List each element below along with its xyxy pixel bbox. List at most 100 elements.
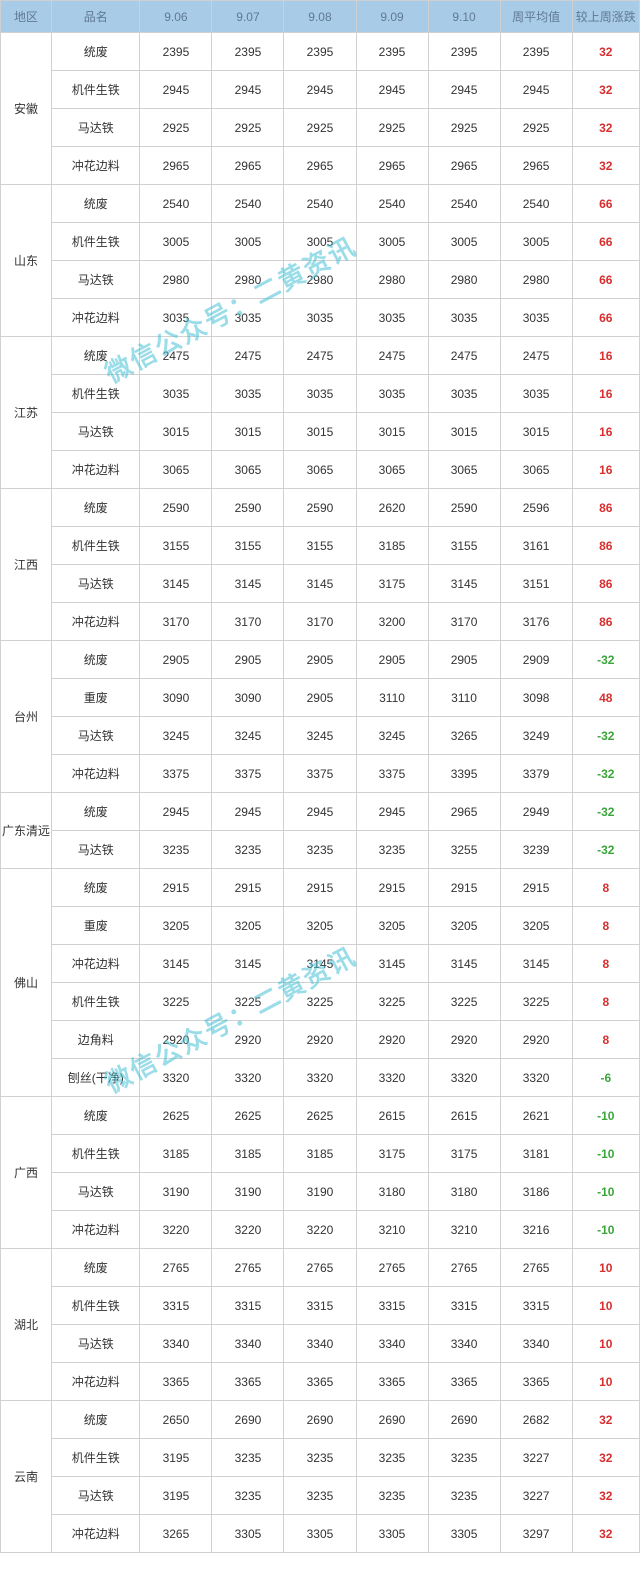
value-cell: 3175 — [356, 565, 428, 603]
avg-cell: 3340 — [500, 1325, 572, 1363]
table-row: 机件生铁318531853185317531753181-10 — [1, 1135, 640, 1173]
value-cell: 3035 — [356, 299, 428, 337]
value-cell: 3315 — [428, 1287, 500, 1325]
table-row: 机件生铁31953235323532353235322732 — [1, 1439, 640, 1477]
value-cell: 3035 — [356, 375, 428, 413]
change-cell: 8 — [572, 983, 639, 1021]
item-cell: 统废 — [52, 1401, 140, 1439]
value-cell: 3145 — [428, 945, 500, 983]
item-cell: 马达铁 — [52, 1477, 140, 1515]
item-cell: 冲花边料 — [52, 1211, 140, 1249]
table-row: 边角料2920292029202920292029208 — [1, 1021, 640, 1059]
value-cell: 3315 — [356, 1287, 428, 1325]
value-cell: 2915 — [356, 869, 428, 907]
table-row: 机件生铁31553155315531853155316186 — [1, 527, 640, 565]
avg-cell: 3176 — [500, 603, 572, 641]
table-row: 冲花边料32653305330533053305329732 — [1, 1515, 640, 1553]
value-cell: 2475 — [284, 337, 356, 375]
item-cell: 统废 — [52, 1097, 140, 1135]
value-cell: 3145 — [284, 565, 356, 603]
change-cell: 8 — [572, 907, 639, 945]
value-cell: 2620 — [356, 489, 428, 527]
item-cell: 统废 — [52, 489, 140, 527]
region-cell: 山东 — [1, 185, 52, 337]
item-cell: 统废 — [52, 33, 140, 71]
table-row: 台州统废290529052905290529052909-32 — [1, 641, 640, 679]
header-cell: 9.09 — [356, 1, 428, 33]
value-cell: 2915 — [284, 869, 356, 907]
value-cell: 3185 — [212, 1135, 284, 1173]
value-cell: 2920 — [140, 1021, 212, 1059]
avg-cell: 3297 — [500, 1515, 572, 1553]
table-row: 江苏统废24752475247524752475247516 — [1, 337, 640, 375]
value-cell: 2980 — [284, 261, 356, 299]
value-cell: 2965 — [428, 147, 500, 185]
value-cell: 3265 — [140, 1515, 212, 1553]
value-cell: 3015 — [284, 413, 356, 451]
value-cell: 3235 — [212, 1439, 284, 1477]
value-cell: 2475 — [356, 337, 428, 375]
change-cell: 32 — [572, 1515, 639, 1553]
value-cell: 3225 — [284, 983, 356, 1021]
value-cell: 3225 — [140, 983, 212, 1021]
change-cell: 66 — [572, 299, 639, 337]
avg-cell: 2596 — [500, 489, 572, 527]
value-cell: 3340 — [284, 1325, 356, 1363]
value-cell: 3245 — [140, 717, 212, 755]
avg-cell: 3225 — [500, 983, 572, 1021]
item-cell: 机件生铁 — [52, 1439, 140, 1477]
item-cell: 马达铁 — [52, 109, 140, 147]
value-cell: 2965 — [356, 147, 428, 185]
item-cell: 统废 — [52, 869, 140, 907]
value-cell: 3340 — [140, 1325, 212, 1363]
item-cell: 机件生铁 — [52, 527, 140, 565]
item-cell: 马达铁 — [52, 261, 140, 299]
change-cell: 86 — [572, 527, 639, 565]
value-cell: 2965 — [212, 147, 284, 185]
value-cell: 3035 — [428, 299, 500, 337]
table-row: 马达铁324532453245324532653249-32 — [1, 717, 640, 755]
region-cell: 安徽 — [1, 33, 52, 185]
value-cell: 3205 — [140, 907, 212, 945]
value-cell: 3110 — [428, 679, 500, 717]
value-cell: 2690 — [212, 1401, 284, 1439]
table-row: 冲花边料322032203220321032103216-10 — [1, 1211, 640, 1249]
change-cell: -32 — [572, 793, 639, 831]
value-cell: 2590 — [428, 489, 500, 527]
change-cell: 66 — [572, 261, 639, 299]
avg-cell: 3216 — [500, 1211, 572, 1249]
value-cell: 2540 — [284, 185, 356, 223]
value-cell: 3225 — [212, 983, 284, 1021]
value-cell: 2925 — [140, 109, 212, 147]
value-cell: 3005 — [140, 223, 212, 261]
avg-cell: 3161 — [500, 527, 572, 565]
table-row: 机件生铁30053005300530053005300566 — [1, 223, 640, 261]
value-cell: 2615 — [428, 1097, 500, 1135]
item-cell: 马达铁 — [52, 717, 140, 755]
value-cell: 3145 — [284, 945, 356, 983]
value-cell: 3205 — [356, 907, 428, 945]
value-cell: 3110 — [356, 679, 428, 717]
change-cell: 86 — [572, 603, 639, 641]
change-cell: -10 — [572, 1097, 639, 1135]
value-cell: 3190 — [140, 1173, 212, 1211]
value-cell: 3015 — [140, 413, 212, 451]
value-cell: 3210 — [428, 1211, 500, 1249]
avg-cell: 3320 — [500, 1059, 572, 1097]
avg-cell: 2925 — [500, 109, 572, 147]
value-cell: 3200 — [356, 603, 428, 641]
value-cell: 2540 — [212, 185, 284, 223]
table-row: 马达铁323532353235323532553239-32 — [1, 831, 640, 869]
value-cell: 3035 — [428, 375, 500, 413]
value-cell: 2905 — [284, 679, 356, 717]
avg-cell: 3035 — [500, 299, 572, 337]
value-cell: 3065 — [212, 451, 284, 489]
item-cell: 机件生铁 — [52, 375, 140, 413]
table-row: 广东清远统废294529452945294529652949-32 — [1, 793, 640, 831]
table-row: 山东统废25402540254025402540254066 — [1, 185, 640, 223]
value-cell: 2925 — [428, 109, 500, 147]
value-cell: 3305 — [428, 1515, 500, 1553]
item-cell: 边角料 — [52, 1021, 140, 1059]
table-row: 重废3205320532053205320532058 — [1, 907, 640, 945]
table-body: 安徽统废23952395239523952395239532机件生铁294529… — [1, 33, 640, 1553]
